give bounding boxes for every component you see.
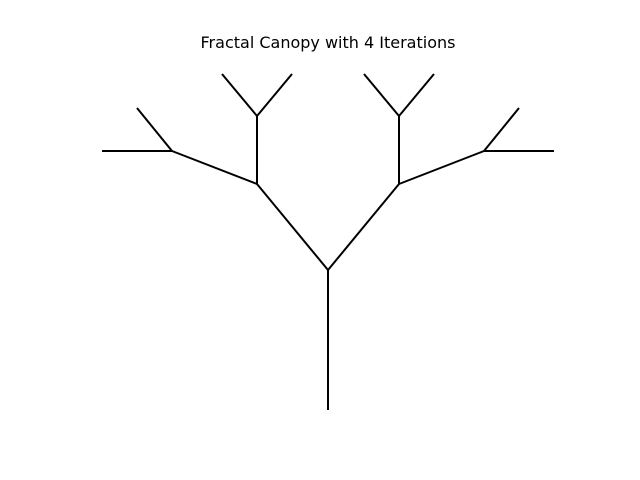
branch-level-1-right: [327, 183, 400, 271]
branch-level-3-f: [398, 73, 435, 117]
branch-level-1-left: [256, 183, 329, 271]
branch-level-3-g: [483, 107, 520, 152]
branch-level-3-b: [136, 107, 173, 152]
branch-level-2-right-right: [398, 150, 485, 185]
branch-level-3-c: [221, 73, 258, 117]
figure-title: Fractal Canopy with 4 Iterations: [200, 33, 456, 52]
branch-level-3-d: [256, 73, 293, 117]
branch-level-3-e: [363, 73, 400, 117]
branch-level-2-left-left: [171, 150, 258, 185]
